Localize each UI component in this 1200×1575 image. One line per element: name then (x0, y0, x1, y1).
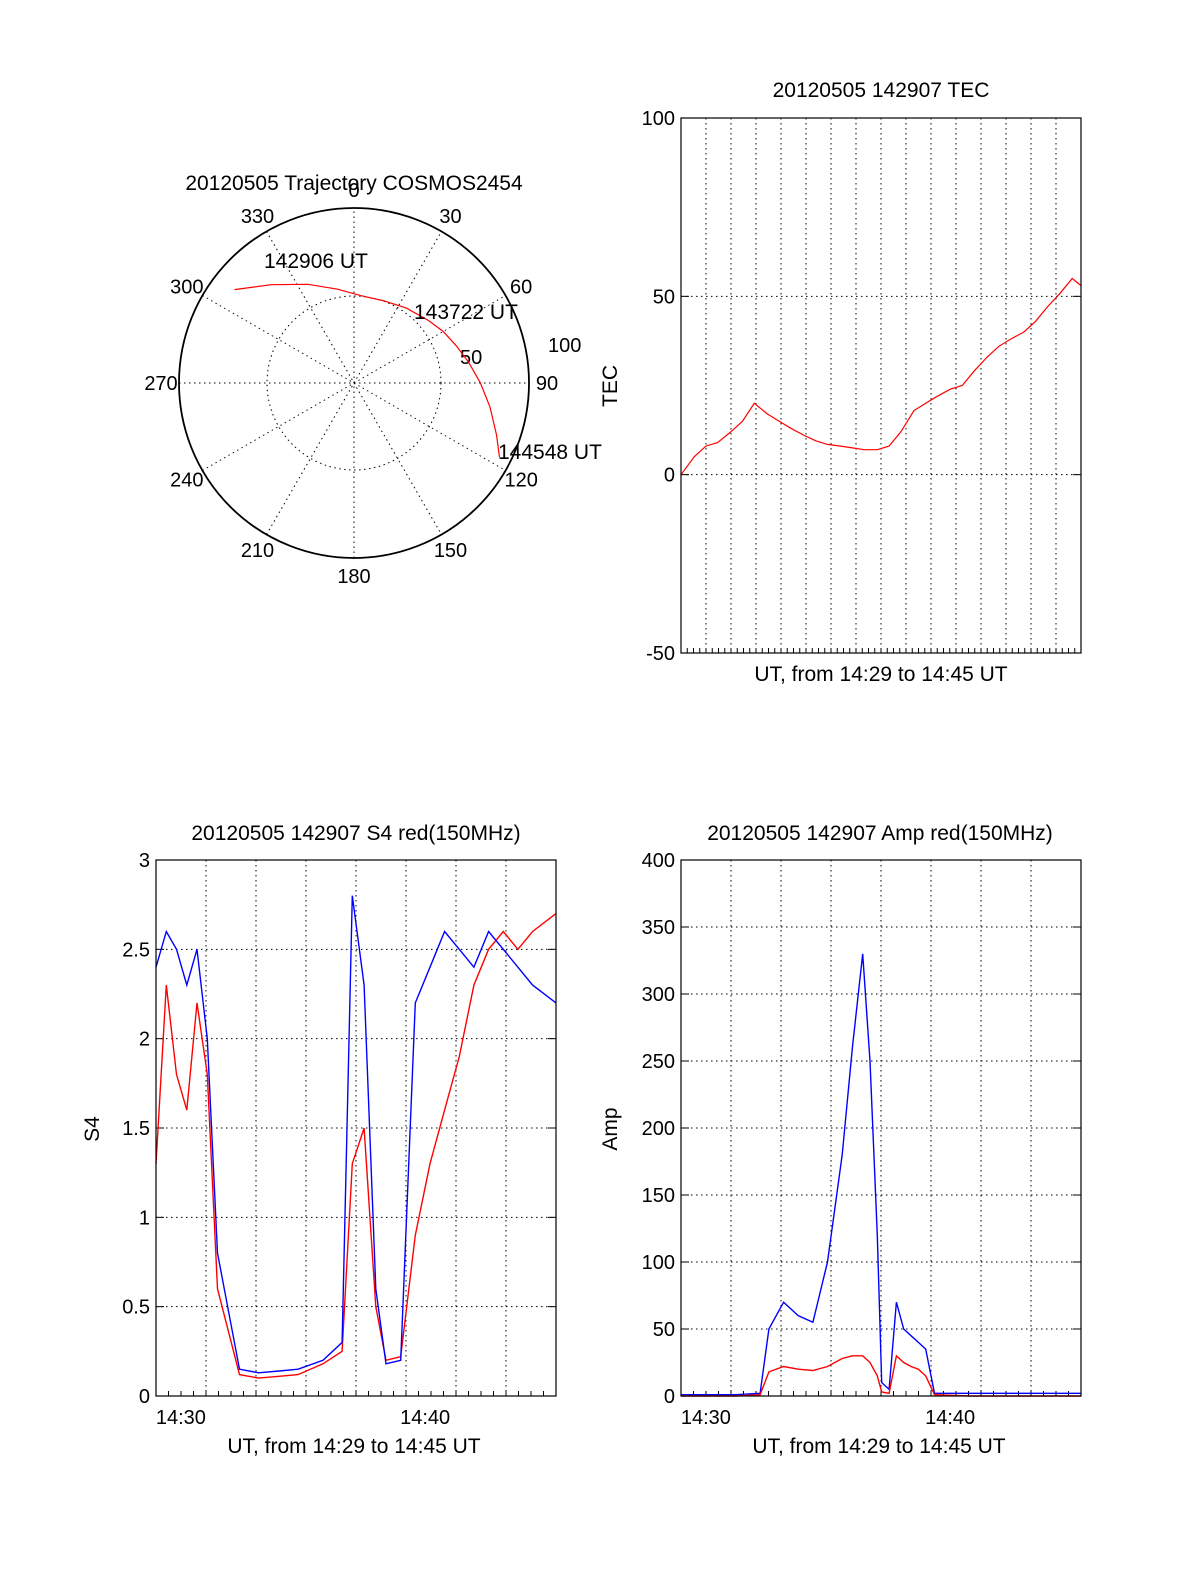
amp-ytick-label: 300 (642, 984, 675, 1006)
amp-grid (680, 859, 1082, 1397)
tec-series-line (680, 277, 1082, 476)
polar-angle-label: 300 (170, 277, 203, 299)
polar-angle-label: 270 (144, 373, 177, 395)
polar-angle-label: 150 (434, 540, 467, 562)
trajectory-end-label: 144548 UT (498, 441, 602, 464)
s4-ytick-label: 1.5 (122, 1118, 150, 1140)
tec-ytick-label: -50 (646, 643, 675, 665)
polar-spokes (179, 208, 529, 558)
polar-angle-labels: 0 30 60 90 120 150 180 210 240 270 300 330 (144, 180, 558, 588)
amp-series-line (681, 953, 1081, 1396)
s4-chart: 20120505 142907 S4 red(150MHz) 0 0.5 1 1.5 2… (81, 822, 557, 1458)
amp-ytick-label: 100 (642, 1252, 675, 1274)
amp-ytick-label: 400 (642, 850, 675, 872)
amp-series (681, 953, 1081, 1397)
amp-x-tick-labels: 14:30 14:40 (681, 1407, 975, 1429)
s4-xtick-label: 14:30 (156, 1407, 206, 1429)
polar-radius-label-50: 50 (460, 347, 482, 369)
polar-angle-label: 240 (170, 470, 203, 492)
tec-y-axis-label: TEC (599, 365, 622, 407)
polar-radius-label-100: 100 (548, 335, 581, 357)
polar-ring-50 (266, 295, 442, 471)
amp-frame (680, 859, 1082, 1397)
polar-title: 20120505 Trajectory COSMOS2454 (185, 172, 523, 195)
amp-ytick-label: 50 (653, 1319, 675, 1341)
tec-frame (680, 117, 1082, 654)
polar-angle-label: 90 (536, 373, 558, 395)
s4-series-line (155, 913, 557, 1379)
polar-spoke (266, 231, 442, 535)
s4-ytick-label: 0.5 (122, 1297, 150, 1319)
amp-ytick-label: 200 (642, 1118, 675, 1140)
polar-angle-label: 210 (241, 540, 274, 562)
tec-ytick-label: 0 (664, 465, 675, 487)
amp-title: 20120505 142907 Amp red(150MHz) (707, 822, 1053, 845)
s4-x-tick-labels: 14:30 14:40 (156, 1407, 450, 1429)
s4-x-axis-label: UT, from 14:29 to 14:45 UT (227, 1435, 480, 1458)
tec-chart: 20120505 142907 TEC -50 0 50 100 TEC UT, fr… (599, 79, 1082, 686)
s4-series (155, 895, 557, 1379)
amp-x-axis-label: UT, from 14:29 to 14:45 UT (752, 1435, 1005, 1458)
amp-ytick-label: 150 (642, 1185, 675, 1207)
polar-chart: 20120505 Trajectory COSMOS2454 0 30 60 90 12… (144, 172, 602, 588)
tec-ytick-label: 100 (642, 108, 675, 130)
tec-x-axis-label: UT, from 14:29 to 14:45 UT (754, 663, 1007, 686)
s4-y-tick-labels: 0 0.5 1 1.5 2 2.5 3 (122, 850, 150, 1408)
amp-xtick-label: 14:40 (925, 1407, 975, 1429)
polar-angle-label: 0 (348, 180, 359, 202)
amp-y-tick-labels: 0 50 100 150 200 250 300 350 400 (642, 850, 675, 1408)
polar-angle-label: 180 (337, 566, 370, 588)
s4-title: 20120505 142907 S4 red(150MHz) (191, 822, 520, 845)
trajectory-start-label: 142906 UT (264, 250, 368, 273)
tec-ytick-label: 50 (653, 286, 675, 308)
s4-ytick-label: 2 (139, 1029, 150, 1051)
amp-ytick-label: 350 (642, 917, 675, 939)
polar-angle-label: 330 (241, 206, 274, 228)
s4-ytick-label: 0 (139, 1386, 150, 1408)
polar-angle-label: 120 (504, 470, 537, 492)
tec-title: 20120505 142907 TEC (773, 79, 990, 102)
amp-y-axis-label: Amp (599, 1107, 622, 1150)
s4-y-axis-label: S4 (81, 1116, 104, 1142)
s4-frame (155, 859, 557, 1397)
tec-y-tick-labels: -50 0 50 100 (642, 108, 675, 665)
amp-chart: 20120505 142907 Amp red(150MHz) 0 50 100 15… (599, 822, 1082, 1458)
trajectory-mid-label: 143722 UT (414, 301, 518, 324)
amp-ytick-label: 250 (642, 1051, 675, 1073)
s4-ytick-label: 2.5 (122, 939, 150, 961)
polar-trajectory-line (234, 283, 501, 458)
polar-angle-label: 60 (510, 277, 532, 299)
tec-grid (680, 117, 1082, 654)
s4-ytick-label: 3 (139, 850, 150, 872)
s4-series-line (155, 895, 557, 1374)
amp-ytick-label: 0 (664, 1386, 675, 1408)
amp-xtick-label: 14:30 (681, 1407, 731, 1429)
polar-angle-label: 30 (439, 206, 461, 228)
s4-ytick-label: 1 (139, 1207, 150, 1229)
amp-series-line (681, 1354, 1081, 1397)
s4-xtick-label: 14:40 (400, 1407, 450, 1429)
